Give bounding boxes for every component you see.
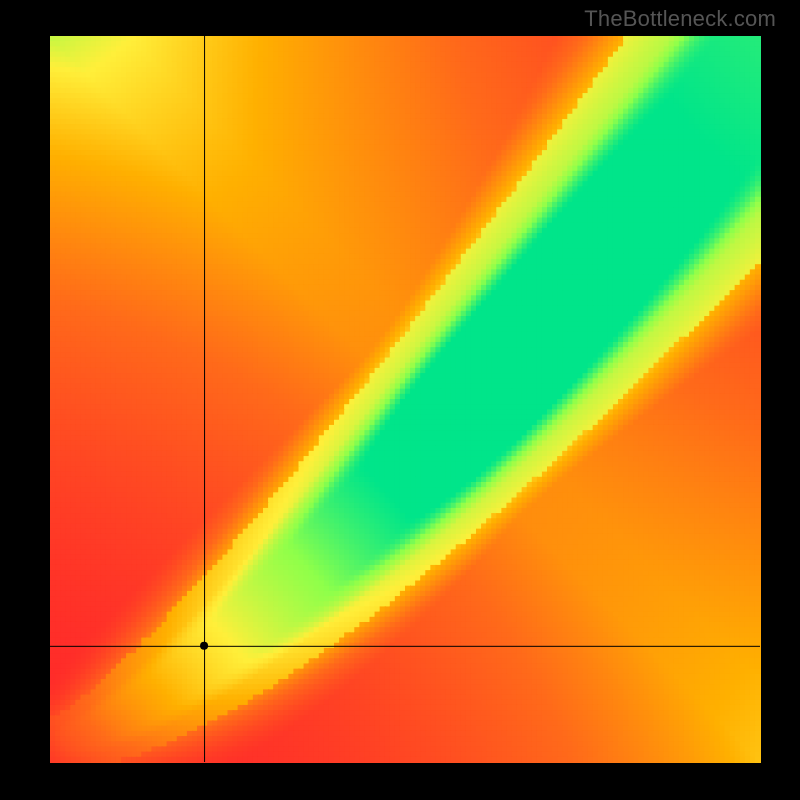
watermark-text: TheBottleneck.com bbox=[584, 6, 776, 32]
chart-container: TheBottleneck.com bbox=[0, 0, 800, 800]
bottleneck-heatmap bbox=[0, 0, 800, 800]
